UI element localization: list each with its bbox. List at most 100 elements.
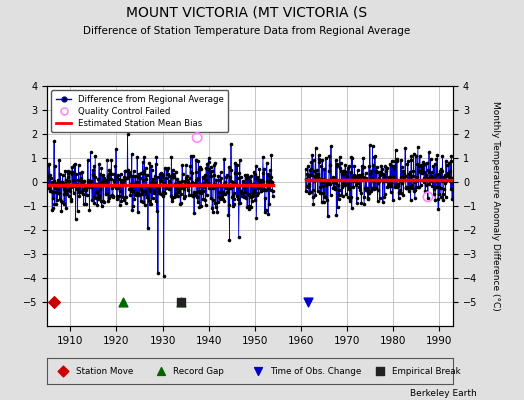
- Point: [194, 199, 202, 206]
- Point: [362, 170, 370, 176]
- Point: [359, 155, 367, 161]
- Point: [254, 190, 263, 196]
- Point: [246, 181, 254, 188]
- Point: [191, 192, 199, 198]
- Point: [323, 197, 331, 203]
- Point: [81, 182, 89, 188]
- Point: [67, 196, 75, 203]
- Point: [47, 188, 56, 194]
- Point: [320, 199, 328, 205]
- Point: [98, 179, 106, 186]
- Point: [245, 203, 254, 210]
- Point: [108, 194, 117, 200]
- Point: [58, 179, 67, 186]
- Point: [321, 194, 329, 200]
- Point: [411, 195, 419, 202]
- Point: [225, 236, 234, 243]
- Point: [138, 188, 146, 194]
- Point: [389, 173, 398, 180]
- Point: [421, 188, 429, 194]
- Point: [342, 169, 351, 176]
- Point: [130, 196, 139, 202]
- Point: [445, 168, 454, 174]
- Point: [360, 201, 368, 208]
- Point: [122, 194, 130, 200]
- Point: [439, 197, 447, 204]
- Point: [122, 175, 130, 181]
- Point: [176, 179, 184, 185]
- Point: [132, 191, 140, 198]
- Text: Empirical Break: Empirical Break: [392, 366, 461, 376]
- Point: [50, 299, 58, 305]
- Point: [240, 185, 248, 191]
- Point: [93, 181, 102, 187]
- Point: [150, 180, 159, 186]
- Point: [185, 192, 193, 198]
- Point: [47, 174, 55, 181]
- Point: [141, 165, 150, 171]
- Point: [250, 189, 259, 196]
- Point: [394, 180, 402, 187]
- Point: [134, 179, 143, 186]
- Point: [252, 163, 260, 169]
- Point: [193, 194, 201, 200]
- Point: [302, 188, 310, 194]
- Point: [398, 178, 407, 184]
- Point: [252, 175, 260, 181]
- Point: [126, 172, 134, 178]
- Point: [320, 176, 329, 182]
- Point: [327, 176, 335, 182]
- Point: [112, 146, 120, 152]
- Point: [395, 190, 403, 196]
- Point: [104, 194, 113, 201]
- Point: [329, 184, 337, 191]
- Point: [58, 199, 66, 206]
- Point: [266, 166, 274, 173]
- Point: [71, 182, 79, 188]
- Point: [193, 175, 202, 182]
- Point: [389, 165, 398, 172]
- Point: [157, 170, 165, 176]
- Point: [348, 178, 357, 184]
- Point: [362, 186, 370, 193]
- Point: [238, 193, 246, 200]
- Point: [210, 172, 218, 179]
- Point: [172, 184, 180, 190]
- Point: [59, 368, 68, 374]
- Point: [113, 193, 121, 199]
- Point: [53, 197, 61, 203]
- Point: [77, 189, 85, 195]
- Point: [221, 179, 230, 185]
- Point: [115, 193, 124, 199]
- Point: [405, 171, 413, 177]
- Point: [361, 185, 369, 192]
- Point: [200, 175, 209, 181]
- Point: [155, 188, 163, 194]
- Point: [430, 186, 439, 192]
- Point: [209, 197, 217, 204]
- Point: [376, 172, 385, 178]
- Point: [128, 206, 136, 213]
- Point: [119, 181, 127, 187]
- Point: [377, 166, 386, 172]
- Point: [384, 184, 392, 190]
- Point: [83, 192, 91, 199]
- Point: [424, 194, 432, 200]
- Point: [88, 182, 96, 188]
- Point: [345, 163, 353, 170]
- Point: [54, 190, 62, 196]
- Point: [112, 174, 121, 180]
- Point: [107, 185, 116, 191]
- Point: [246, 178, 254, 185]
- Point: [386, 189, 395, 195]
- Point: [50, 200, 59, 207]
- Point: [119, 299, 127, 305]
- Point: [391, 158, 399, 165]
- Point: [177, 184, 185, 191]
- Point: [145, 160, 154, 166]
- Point: [177, 299, 185, 305]
- Point: [312, 167, 321, 174]
- Point: [389, 196, 397, 203]
- Point: [320, 166, 328, 172]
- Point: [213, 209, 221, 215]
